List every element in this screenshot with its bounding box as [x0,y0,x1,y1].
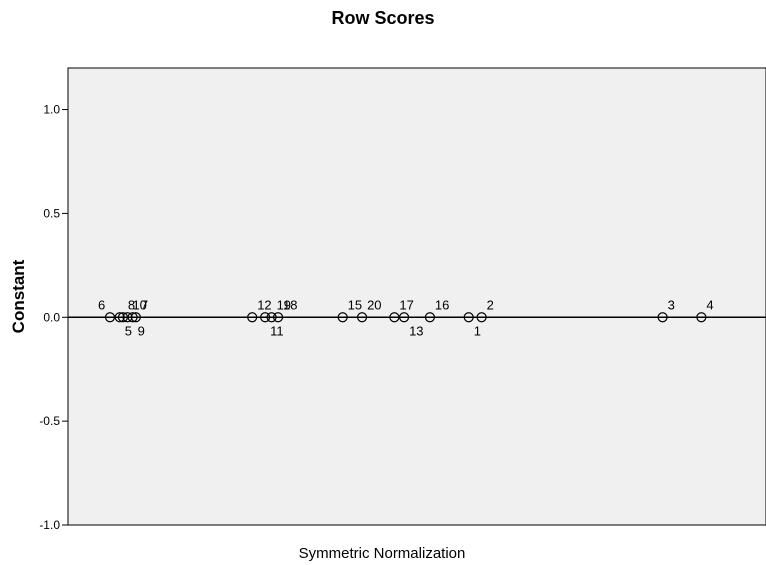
point-label-7: 7 [141,297,148,312]
point-label-18: 18 [283,297,297,312]
data-point-17 [389,312,400,323]
point-label-5: 5 [125,323,132,338]
point-label-10: 10 [132,297,146,312]
data-point-11 [260,312,271,323]
data-point-9 [127,312,138,323]
data-point-4 [696,312,707,323]
y-axis-title: Constant [9,259,28,333]
data-point-20 [356,312,368,323]
data-point-5 [114,312,125,323]
point-label-11: 11 [270,323,284,338]
data-point-12 [247,312,258,323]
data-point-18 [272,312,284,323]
point-label-6: 6 [98,297,105,312]
data-point-3 [657,312,668,323]
data-point-15 [337,312,348,323]
point-label-9: 9 [138,323,145,338]
y-tick-label: -1.0 [39,518,60,532]
y-tick-label: 1.0 [43,103,60,117]
point-label-3: 3 [668,297,675,312]
y-tick-label: 0.5 [43,206,60,220]
point-label-17: 17 [399,297,413,312]
y-tick-label: 0.0 [43,310,60,324]
data-point-16 [424,312,436,323]
point-label-19: 19 [277,297,291,312]
point-label-8: 8 [128,297,135,312]
data-point-10 [122,312,133,323]
point-label-13: 13 [409,323,423,338]
data-point-1 [463,312,474,323]
data-point-13 [398,312,410,323]
point-label-1: 1 [474,323,481,338]
point-label-15: 15 [348,297,362,312]
y-tick-label: -0.5 [39,414,60,428]
point-label-20: 20 [367,297,381,312]
x-axis-title: Symmetric Normalization [299,545,466,562]
chart-title: Row Scores [331,8,435,28]
point-label-12: 12 [257,297,271,312]
point-label-4: 4 [706,297,713,312]
data-point-19 [266,312,277,323]
plot-area [67,67,766,526]
point-label-16: 16 [435,297,449,312]
point-label-2: 2 [487,297,494,312]
data-point-2 [476,312,487,323]
data-point-8 [117,312,129,323]
data-point-6 [104,312,116,323]
